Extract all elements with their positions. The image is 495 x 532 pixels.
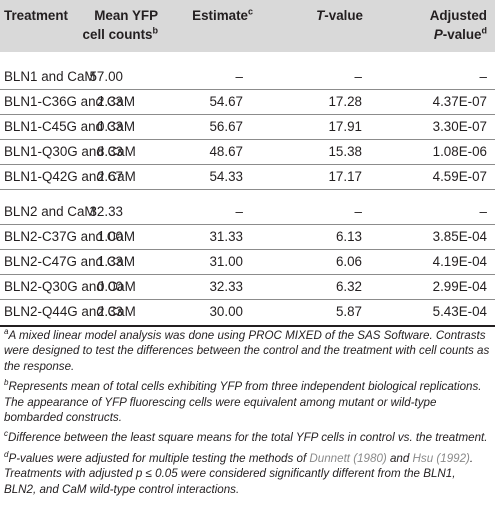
table-row: BLN2 and CaM 32.33 – – – — [0, 199, 495, 224]
cell-treatment: BLN2-Q44G and CaM — [4, 304, 136, 319]
reference-link-dunnett[interactable]: Dunnett (1980) — [309, 451, 387, 465]
header-mean-sup: b — [152, 25, 159, 36]
cell-p: – — [479, 204, 487, 219]
row-divider — [0, 224, 495, 225]
table-row: BLN1-Q42G and CaM 2.67 54.33 17.17 4.59E… — [0, 164, 495, 189]
cell-treatment: BLN1-C45G and CaM — [4, 119, 135, 134]
reference-link-hsu[interactable]: Hsu (1992) — [412, 451, 470, 465]
cell-p: 4.19E-04 — [432, 254, 487, 269]
row-divider — [0, 189, 495, 190]
table-row: BLN1-C45G and CaM 0.33 56.67 17.91 3.30E… — [0, 114, 495, 139]
cell-t: 6.13 — [335, 229, 362, 244]
cell-p: 3.30E-07 — [432, 119, 487, 134]
row-divider — [0, 139, 495, 140]
table-row: BLN2-C37G and CaM 1.00 31.33 6.13 3.85E-… — [0, 224, 495, 249]
footnote-a: aA mixed linear model analysis was done … — [4, 327, 490, 373]
row-divider — [0, 274, 495, 275]
cell-t: 17.91 — [328, 119, 362, 134]
cell-estimate: 30.00 — [209, 304, 243, 319]
table-header: Treatment Mean YFP cell countsb Estimate… — [0, 0, 495, 52]
cell-treatment: BLN2-C47G and CaM — [4, 254, 135, 269]
cell-mean: 8.33 — [96, 144, 123, 159]
cell-p: 2.99E-04 — [432, 279, 487, 294]
cell-treatment: BLN1-C36G and CaM — [4, 94, 135, 109]
table-row: BLN2-C47G and CaM 1.33 31.00 6.06 4.19E-… — [0, 249, 495, 274]
footnote-c: cDifference between the least square mea… — [4, 429, 488, 445]
cell-treatment: BLN2 and CaM — [4, 204, 96, 219]
header-adj-line1: Adjusted — [429, 8, 487, 23]
cell-t: 17.28 — [328, 94, 362, 109]
cell-mean: 0.00 — [96, 279, 123, 294]
cell-p: 5.43E-04 — [432, 304, 487, 319]
table-row: BLN2-Q30G and CaM 0.00 32.33 6.32 2.99E-… — [0, 274, 495, 299]
cell-treatment: BLN1-Q30G and CaM — [4, 144, 136, 159]
row-divider — [0, 249, 495, 250]
header-treatment: Treatment — [4, 8, 68, 23]
table-row: BLN1-Q30G and CaM 8.33 48.67 15.38 1.08E… — [0, 139, 495, 164]
cell-treatment: BLN1-Q42G and CaM — [4, 169, 136, 184]
footnote-d: dP-values were adjusted for multiple tes… — [4, 449, 474, 496]
cell-estimate: 56.67 — [209, 119, 243, 134]
cell-t: 5.87 — [335, 304, 362, 319]
header-mean-yfp: Mean YFP cell countsb — [83, 6, 158, 44]
header-mean-line1: Mean YFP — [94, 8, 158, 23]
cell-estimate: 31.00 — [209, 254, 243, 269]
cell-treatment: BLN2-Q30G and CaM — [4, 279, 136, 294]
cell-treatment: BLN1 and CaM — [4, 69, 96, 84]
cell-mean: 2.33 — [96, 304, 123, 319]
cell-treatment: BLN2-C37G and CaM — [4, 229, 135, 244]
table-row: BLN1-C36G and CaM 2.33 54.67 17.28 4.37E… — [0, 89, 495, 114]
cell-p: – — [479, 69, 487, 84]
cell-estimate: – — [235, 204, 243, 219]
cell-estimate: 48.67 — [209, 144, 243, 159]
cell-p: 4.37E-07 — [432, 94, 487, 109]
row-divider — [0, 89, 495, 90]
cell-mean: 1.33 — [96, 254, 123, 269]
cell-estimate: 54.33 — [209, 169, 243, 184]
cell-t: 6.06 — [335, 254, 362, 269]
cell-mean: 0.33 — [96, 119, 123, 134]
row-divider — [0, 164, 495, 165]
row-divider — [0, 114, 495, 115]
cell-mean: 1.00 — [96, 229, 123, 244]
cell-estimate: 31.33 — [209, 229, 243, 244]
cell-estimate: 54.67 — [209, 94, 243, 109]
cell-estimate: – — [235, 69, 243, 84]
cell-t: 15.38 — [328, 144, 362, 159]
cell-estimate: 32.33 — [209, 279, 243, 294]
header-adj-line2: P-valued — [433, 25, 488, 42]
cell-p: 4.59E-07 — [432, 169, 487, 184]
cell-p: 3.85E-04 — [432, 229, 487, 244]
cell-t: 6.32 — [335, 279, 362, 294]
table-row: BLN1 and CaM 57.00 – – – — [0, 64, 495, 89]
header-estimate: Estimatec — [192, 6, 253, 23]
table-bottom-rule — [0, 325, 495, 327]
table-row: BLN2-Q44G and CaM 2.33 30.00 5.87 5.43E-… — [0, 299, 495, 324]
header-t-value: T-value — [316, 8, 363, 23]
cell-mean: 2.67 — [96, 169, 123, 184]
cell-p: 1.08E-06 — [432, 144, 487, 159]
cell-mean: 57.00 — [89, 69, 123, 84]
header-adjusted-p: Adjusted P-valued — [430, 6, 487, 44]
cell-mean: 2.33 — [96, 94, 123, 109]
cell-t: 17.17 — [328, 169, 362, 184]
header-adj-sup: d — [481, 25, 488, 36]
table-footnotes: aA mixed linear model analysis was done … — [4, 328, 490, 502]
cell-t: – — [354, 204, 362, 219]
header-estimate-sup: c — [247, 6, 253, 17]
cell-mean: 32.33 — [89, 204, 123, 219]
cell-t: – — [354, 69, 362, 84]
footnote-b: bRepresents mean of total cells exhibiti… — [4, 378, 482, 425]
header-mean-line2: cell countsb — [82, 25, 159, 42]
row-divider — [0, 299, 495, 300]
